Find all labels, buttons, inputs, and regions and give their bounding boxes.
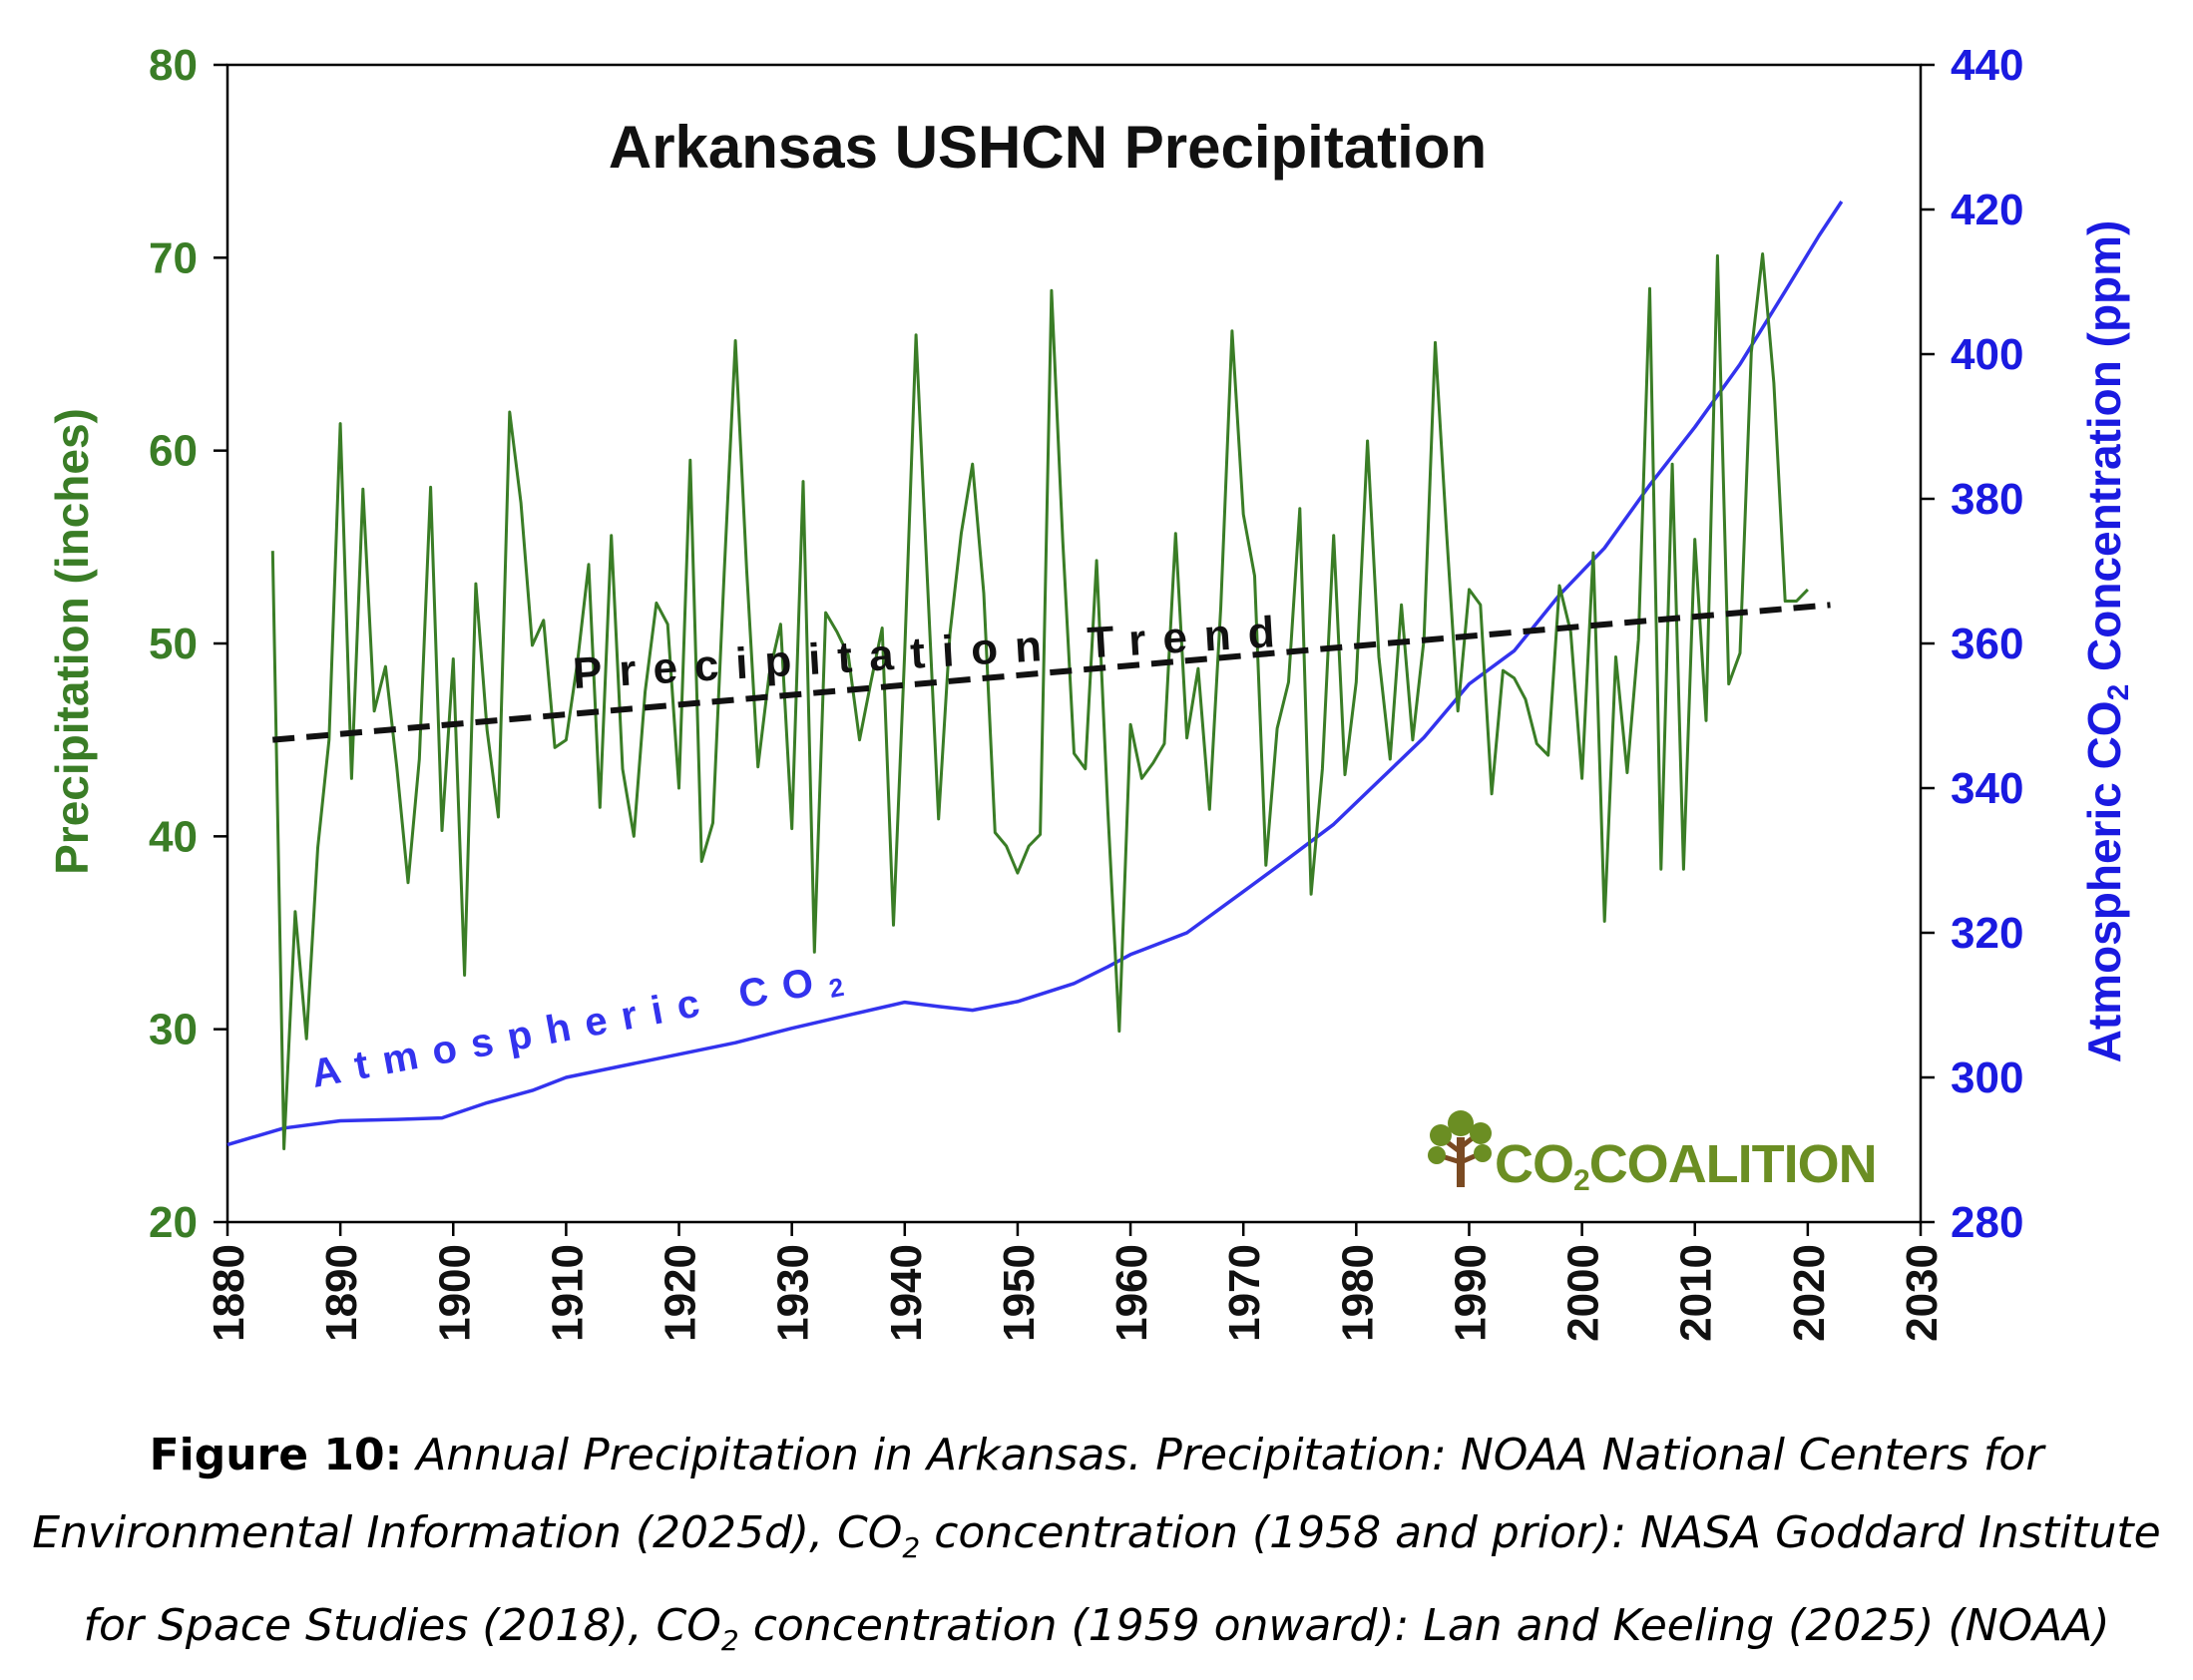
caption-label: Figure 10:	[149, 1430, 403, 1480]
chart-title: Arkansas USHCN Precipitation	[609, 114, 1487, 181]
y-right-tick-label: 280	[1951, 1198, 2023, 1247]
x-tick-label: 1930	[769, 1244, 818, 1342]
chart: 1880 1890 1900 1910 1920 1930 1940 1950 1960 1970…	[46, 41, 2135, 1342]
y-left-tick-label: 30	[149, 1006, 198, 1054]
x-tick-label: 1880	[205, 1244, 253, 1342]
x-tick-label: 1980	[1333, 1244, 1382, 1342]
y-right-tick-label: 440	[1951, 41, 2023, 90]
x-tick-label: 1890	[317, 1244, 366, 1342]
y-left-tick-label: 70	[149, 233, 198, 282]
y-axis-left-label: Precipitation (inches)	[46, 408, 98, 875]
plot-area: 1880 1890 1900 1910 1920 1930 1940 1950 1960 1970…	[46, 41, 2135, 1342]
logo-text-suffix: COALITION	[1589, 1134, 1877, 1194]
x-tick-label: 1950	[995, 1244, 1044, 1342]
y-right-tick-label: 380	[1951, 475, 2023, 524]
y-left-tick-label: 80	[149, 41, 198, 90]
y-right-tick-label: 400	[1951, 330, 2023, 379]
caption-line3-sub: 2	[720, 1623, 739, 1657]
logo-text-sub: 2	[1573, 1164, 1589, 1197]
tree-icon	[1428, 1110, 1492, 1187]
y-axis-right-label-suffix: Concentration (ppm)	[2078, 220, 2130, 684]
y-axis-right-label-prefix: Atmospheric CO	[2078, 700, 2130, 1062]
svg-text:CO2COALITION: CO2COALITION	[1495, 1134, 1877, 1197]
y-right-tick-label: 420	[1951, 186, 2023, 234]
caption-line-2: Environmental Information (2025d), CO2 c…	[0, 1494, 2193, 1587]
x-tick-label: 1970	[1220, 1244, 1269, 1342]
y-left-tick-label: 60	[149, 427, 198, 476]
caption-line1-text: Annual Precipitation in Arkansas. Precip…	[402, 1430, 2044, 1480]
y-left-tick-label: 50	[149, 620, 198, 668]
x-tick-label: 1910	[543, 1244, 592, 1342]
y-right-tick-label: 360	[1951, 620, 2023, 668]
x-tick-label: 2010	[1672, 1244, 1721, 1342]
caption-line-3: for Space Studies (2018), CO2 concentrat…	[0, 1587, 2193, 1680]
co2-coalition-logo: CO2COALITION	[1428, 1110, 1878, 1197]
caption-line2b: concentration (1958 and prior): NASA God…	[920, 1507, 2161, 1558]
x-tick-label: 1990	[1446, 1244, 1495, 1342]
co2-label: Atmospheric CO2	[308, 952, 861, 1098]
caption-line2-sub: 2	[902, 1530, 921, 1564]
co2-label-subscript: 2	[827, 969, 861, 1004]
y-axis-right-label: Atmospheric CO2 Concentration (ppm)	[2078, 220, 2135, 1063]
x-tick-label: 1960	[1107, 1244, 1156, 1342]
caption-line-1: Figure 10: Annual Precipitation in Arkan…	[0, 1417, 2193, 1494]
y-left-tick-label: 40	[149, 812, 198, 861]
x-tick-label: 2030	[1898, 1244, 1947, 1342]
x-tick-label: 1900	[430, 1244, 479, 1342]
x-tick-label: 1940	[882, 1244, 931, 1342]
y-axis-right-label-sub: 2	[2102, 684, 2135, 701]
caption-line3a: for Space Studies (2018), CO	[83, 1599, 721, 1651]
logo-text-prefix: CO	[1495, 1134, 1573, 1194]
y-right-tick-label: 300	[1951, 1053, 2023, 1102]
co2-series-line	[226, 201, 1844, 1147]
precipitation-series-line	[270, 252, 1809, 1150]
x-tick-label: 1920	[657, 1244, 705, 1342]
precipitation-trend-line	[271, 602, 1831, 743]
caption-line2a: Environmental Information (2025d), CO	[32, 1507, 903, 1558]
y-left-tick-label: 20	[149, 1198, 198, 1247]
x-tick-label: 2000	[1559, 1244, 1608, 1342]
figure-caption: Figure 10: Annual Precipitation in Arkan…	[0, 1417, 2193, 1680]
x-tick-label: 2020	[1785, 1244, 1834, 1342]
y-right-tick-label: 320	[1951, 909, 2023, 958]
caption-line3b: concentration (1959 onward): Lan and Kee…	[738, 1599, 2110, 1651]
y-right-tick-label: 340	[1951, 764, 2023, 813]
